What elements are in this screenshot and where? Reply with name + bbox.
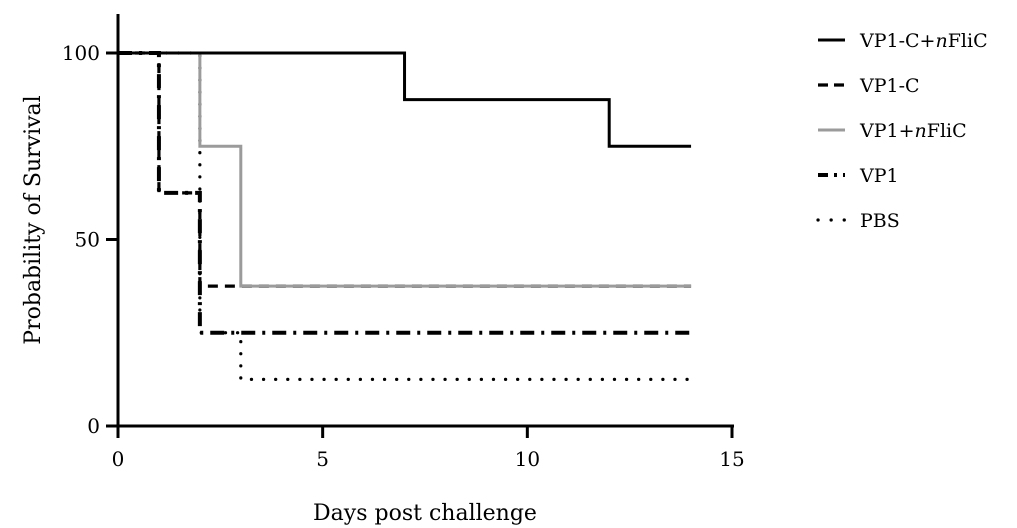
y-tick-label: 100 — [62, 41, 100, 65]
legend-label: VP1 — [859, 165, 899, 187]
x-tick-label: 15 — [719, 447, 744, 471]
plot-lines — [116, 51, 693, 381]
legend-label: VP1-C — [859, 75, 920, 97]
x-axis-title: Days post challenge — [313, 501, 537, 526]
legend-label-part: VP1+ — [859, 120, 915, 142]
x-tick-label: 5 — [316, 447, 329, 471]
legend-label-part: n — [935, 30, 947, 52]
legend-label-part: VP1 — [859, 165, 899, 187]
y-axis-title: Probability of Survival — [21, 95, 46, 344]
y-tick-label: 50 — [75, 228, 100, 252]
y-ticks: 0 50 100 — [62, 41, 118, 438]
x-tick-label: 0 — [112, 447, 125, 471]
series-line — [116, 51, 693, 381]
axes: 0 5 10 15 0 50 100 — [62, 14, 745, 471]
legend-label: PBS — [860, 210, 900, 232]
legend-label-part: FliC — [927, 120, 967, 142]
x-ticks: 0 5 10 15 — [112, 426, 745, 471]
legend-label: VP1+nFliC — [859, 120, 967, 142]
x-tick-label: 10 — [515, 447, 540, 471]
legend-label-part: VP1-C — [859, 75, 920, 97]
legend-label-part: FliC — [948, 30, 988, 52]
legend-label-part: VP1-C+ — [859, 30, 935, 52]
legend-label-part: PBS — [860, 210, 900, 232]
y-tick-label: 0 — [87, 414, 100, 438]
legend-label-part: n — [915, 120, 927, 142]
series-line — [118, 51, 692, 148]
legend-label: VP1-C+nFliC — [859, 30, 988, 52]
